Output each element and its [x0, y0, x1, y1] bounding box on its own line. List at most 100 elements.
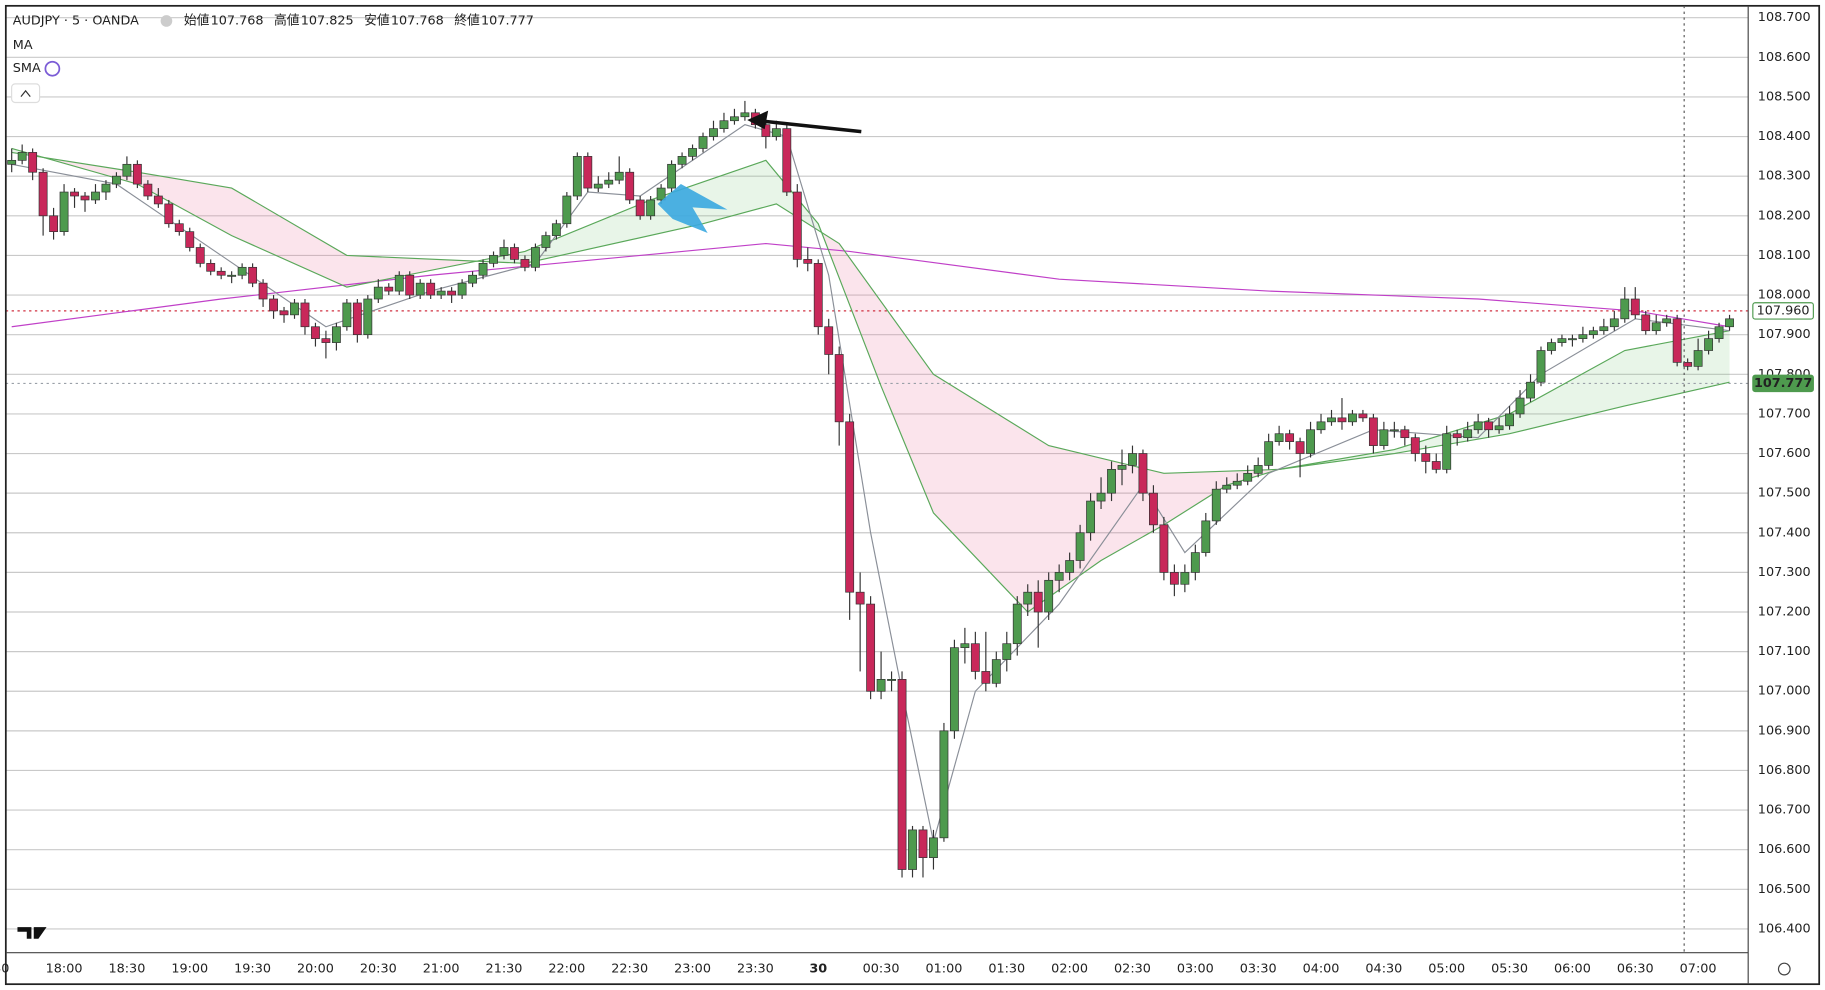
candle-body [530, 247, 540, 268]
candle-body [667, 163, 677, 189]
symbol: AUDJPY · 5 · OANDA [13, 13, 139, 28]
candle-body [185, 231, 195, 248]
candle-body [206, 263, 216, 272]
y-tick-label: 108.100 [1758, 248, 1811, 263]
candle-body [1515, 397, 1525, 415]
candle-body [1044, 579, 1054, 613]
settings-button[interactable] [1777, 962, 1791, 976]
y-tick-label: 107.000 [1758, 684, 1811, 699]
candle-body [216, 270, 226, 276]
candle-body [803, 259, 813, 264]
candle-body [1557, 338, 1567, 343]
x-tick-label: 19:00 [171, 962, 208, 977]
candle-body [1327, 417, 1336, 423]
legend-value: 107.768 [211, 13, 264, 28]
candle-body [1159, 524, 1169, 573]
candle-body [887, 679, 896, 681]
y-tick-label: 106.400 [1758, 921, 1811, 936]
collapse-button[interactable] [11, 83, 41, 104]
legend-label: 終値 [454, 12, 480, 28]
x-tick-label: 30 [0, 962, 9, 977]
y-tick-label: 107.300 [1758, 565, 1811, 580]
candle-body [551, 223, 561, 236]
candle-body [824, 326, 834, 355]
candle-body [1599, 326, 1609, 332]
candle-body [520, 259, 530, 268]
candle-body [1180, 572, 1190, 585]
candle-body [143, 183, 153, 197]
candle-body [1169, 572, 1179, 585]
status-dot [160, 15, 173, 27]
candle-body [1358, 413, 1368, 419]
candle-body [1348, 413, 1357, 423]
candle-body [583, 156, 593, 189]
candle-body [468, 274, 477, 284]
candle-body [1138, 453, 1148, 494]
candle-body [908, 829, 917, 870]
ma-fill [823, 233, 1280, 613]
legend-value: 107.768 [391, 13, 444, 28]
candle-body [929, 837, 938, 858]
candle-body [719, 120, 729, 129]
x-tick-label: 00:30 [863, 962, 900, 977]
candle-body [1609, 318, 1619, 328]
candle-body [1128, 453, 1137, 466]
x-tick-label: 06:00 [1554, 962, 1591, 977]
candle-body [363, 298, 373, 336]
x-tick-label: 20:30 [360, 962, 397, 977]
candle-body [866, 603, 876, 692]
candle-body [1693, 350, 1703, 367]
x-tick-label: 06:30 [1617, 962, 1654, 977]
x-tick-label: 04:00 [1303, 962, 1340, 977]
candle-body [1379, 429, 1389, 446]
x-tick-label: 02:00 [1051, 962, 1088, 977]
indicator: SMA [13, 61, 41, 76]
candle-body [1567, 338, 1577, 341]
candle-body [7, 159, 17, 165]
candle-body [1285, 433, 1295, 442]
legend-value: 107.777 [481, 13, 534, 28]
x-tick-label: 22:00 [548, 962, 585, 977]
candle-body [709, 128, 718, 137]
candle-body [373, 286, 383, 300]
candle-body [1065, 560, 1075, 573]
candle-body [1526, 381, 1535, 399]
candle-body [792, 191, 802, 260]
candle-body [49, 215, 59, 233]
candle-body [782, 128, 792, 193]
candle-body [248, 266, 258, 284]
candle-body [970, 643, 980, 672]
candle-body [1683, 362, 1693, 367]
ma-fill [45, 157, 478, 288]
y-tick-label: 106.900 [1758, 723, 1811, 738]
candle-body [112, 175, 121, 185]
candle-body [1243, 472, 1253, 482]
candle-body [1117, 465, 1127, 470]
candle-body [1662, 318, 1672, 324]
candle-body [510, 247, 519, 260]
legend-value: 107.825 [301, 13, 354, 28]
candle-body [70, 191, 79, 197]
candle-body [1536, 350, 1546, 383]
candle-body [960, 643, 970, 649]
candle-body [939, 730, 949, 839]
candle-body [1149, 492, 1158, 526]
y-tick-label: 107.200 [1758, 604, 1811, 619]
candle-body [981, 671, 991, 684]
indicator-icon[interactable] [44, 60, 61, 77]
x-tick-label: 18:30 [108, 962, 145, 977]
candle-body [1400, 429, 1410, 439]
x-tick-label: 01:30 [988, 962, 1025, 977]
candle-body [258, 282, 268, 300]
candle-body [1075, 532, 1085, 561]
candle-body [1641, 314, 1651, 332]
candle-body [122, 163, 132, 177]
candle-body [1704, 338, 1714, 351]
candle-body [1463, 429, 1473, 439]
candle-body [771, 128, 781, 137]
candle-body [1442, 433, 1452, 470]
candle-body [625, 171, 635, 201]
candle-body [1107, 469, 1116, 494]
candle-body [91, 191, 100, 201]
candle-body [1190, 552, 1200, 573]
